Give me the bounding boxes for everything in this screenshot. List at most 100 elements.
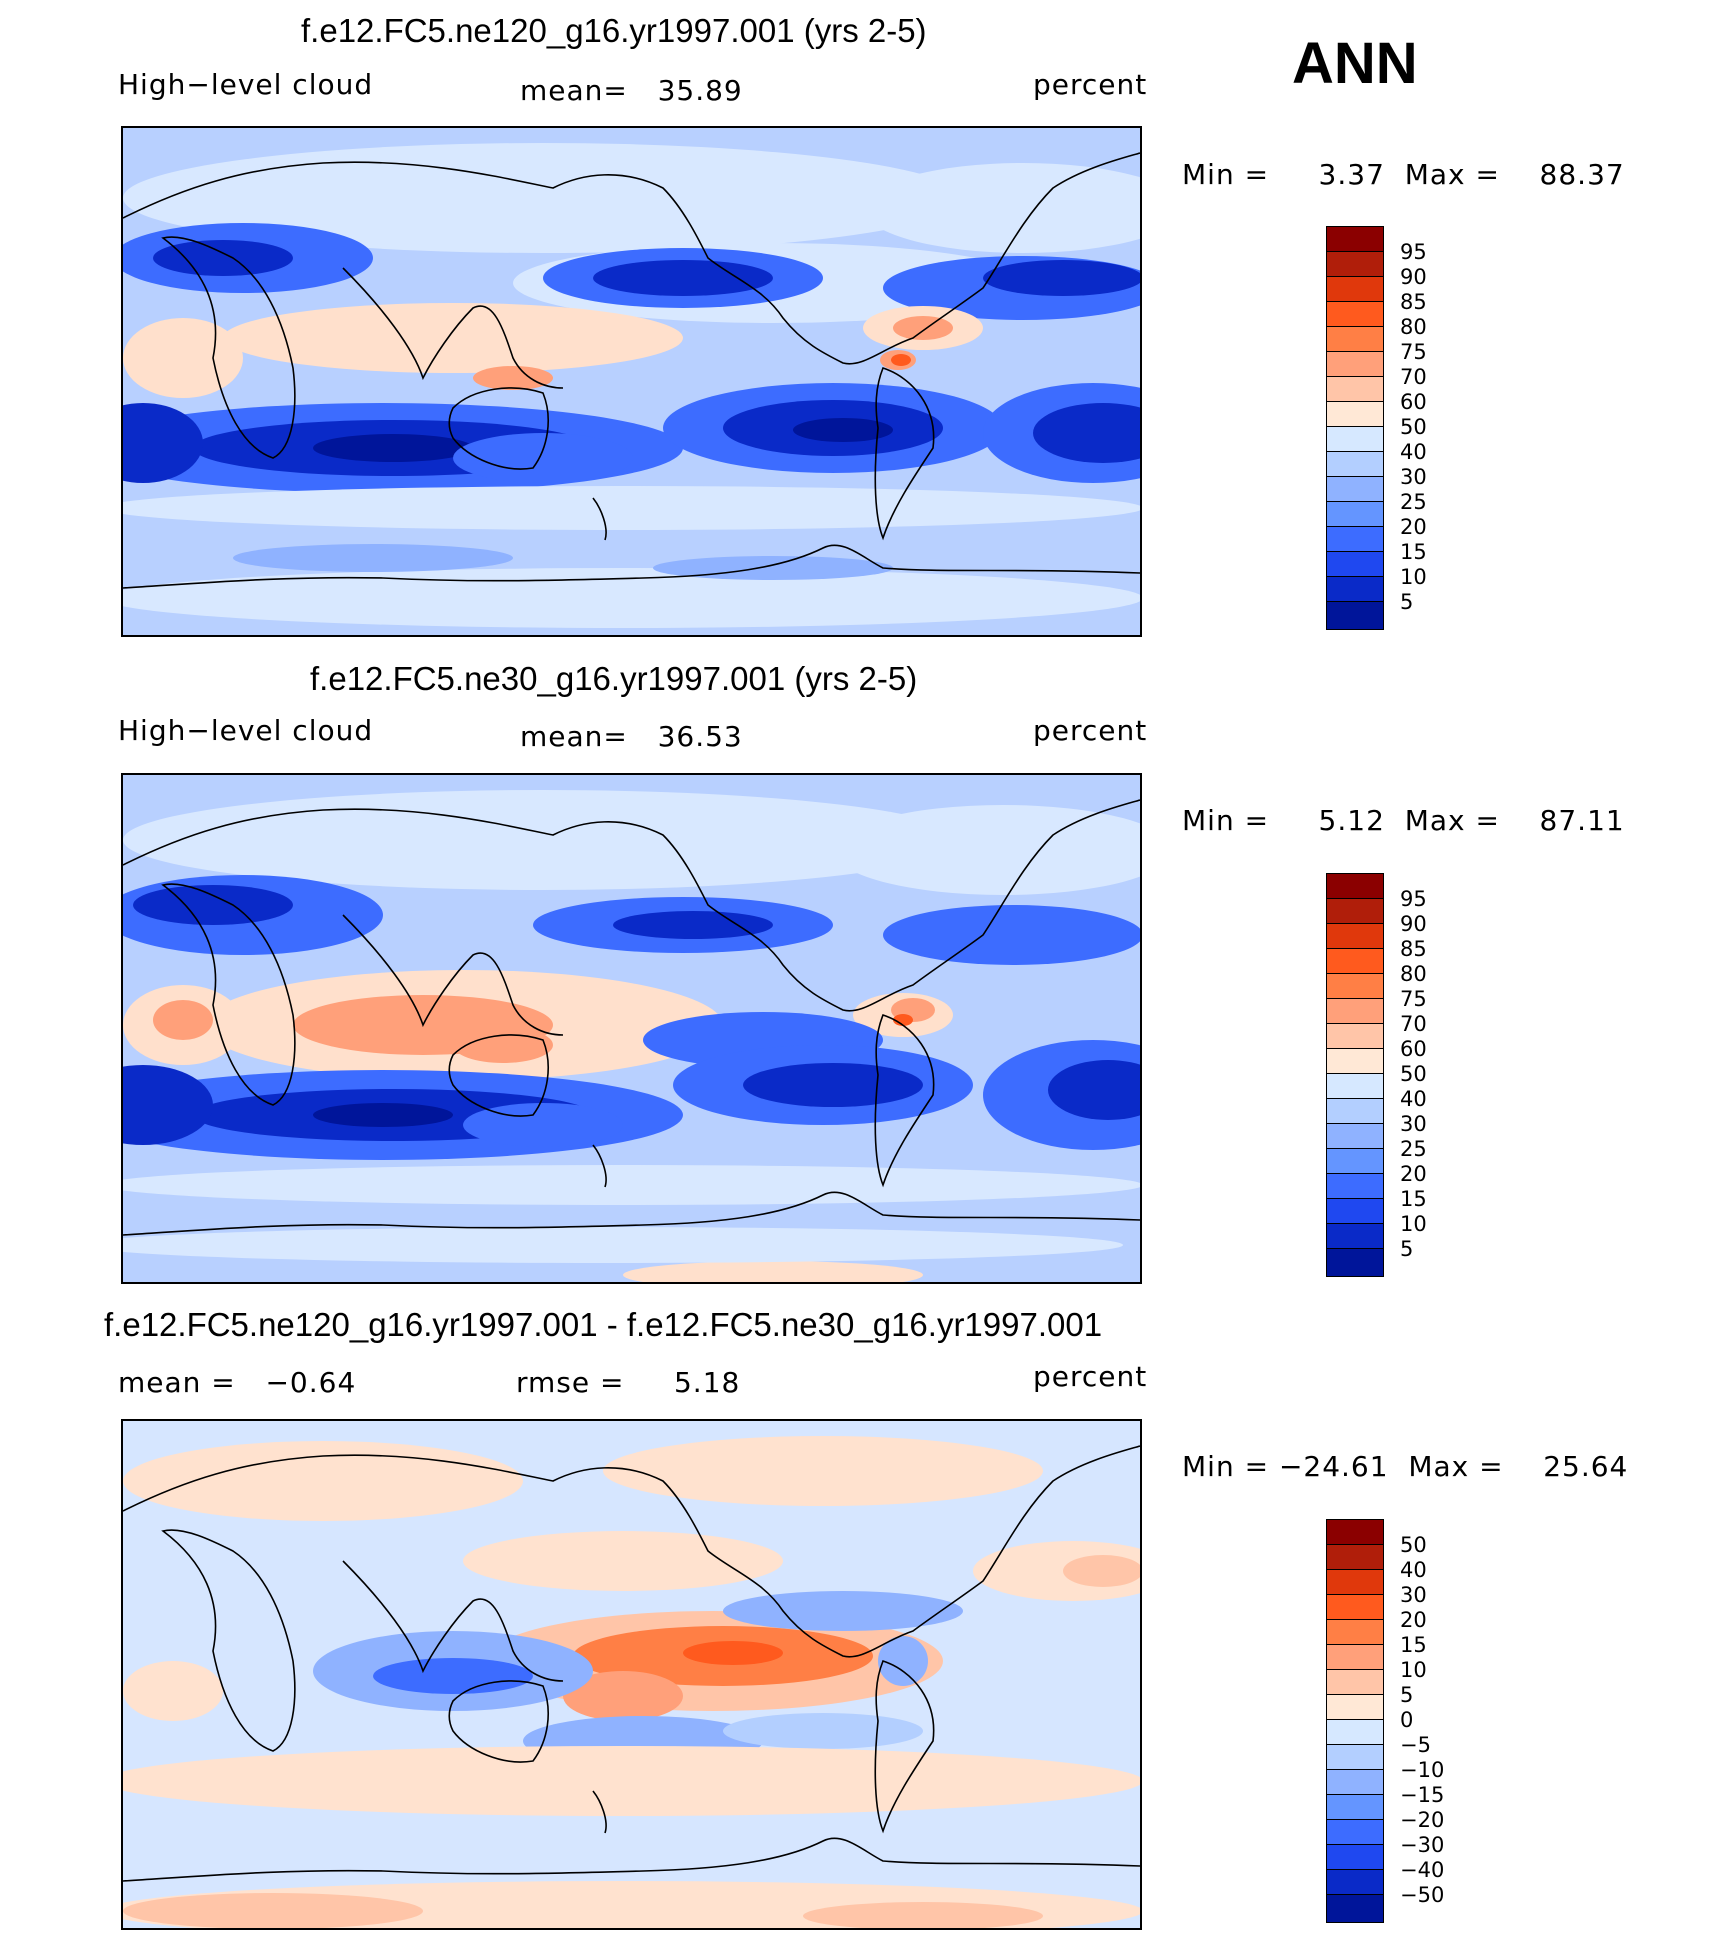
colorbar-tick-label: 5 bbox=[1400, 1237, 1414, 1261]
colorbar-swatch bbox=[1326, 1074, 1384, 1099]
colorbar-swatch bbox=[1326, 1519, 1384, 1545]
colorbar-swatch bbox=[1326, 873, 1384, 899]
colorbar-swatch bbox=[1326, 1820, 1384, 1845]
colorbar-swatch bbox=[1326, 226, 1384, 252]
amazon-peak bbox=[891, 354, 911, 366]
colorbar-tick-label: 95 bbox=[1400, 887, 1427, 911]
colorbar-tick-label: −20 bbox=[1400, 1808, 1445, 1832]
colorbar-tick-label: 10 bbox=[1400, 1212, 1427, 1236]
colorbar-tick-label: 70 bbox=[1400, 365, 1427, 389]
colorbar-swatch bbox=[1326, 899, 1384, 924]
colorbar-tick-label: 60 bbox=[1400, 1037, 1427, 1061]
colorbar-swatch bbox=[1326, 1795, 1384, 1820]
panel-2-minmax: Min = 5.12 Max = 87.11 bbox=[1182, 804, 1625, 837]
coastlines bbox=[123, 152, 1140, 589]
colorbar-tick-label: −5 bbox=[1400, 1733, 1431, 1757]
colorbar-tick-label: 40 bbox=[1400, 440, 1427, 464]
colorbar-swatch bbox=[1326, 502, 1384, 527]
season-label: ANN bbox=[1292, 31, 1418, 96]
colorbar-swatch bbox=[1326, 1249, 1384, 1277]
colorbar-tick-label: 25 bbox=[1400, 490, 1427, 514]
colorbar-swatch bbox=[1326, 1199, 1384, 1224]
colorbar-swatch bbox=[1326, 949, 1384, 974]
colorbar-tick-label: 75 bbox=[1400, 340, 1427, 364]
colorbar-tick-label: 90 bbox=[1400, 265, 1427, 289]
colorbar-tick-label: −15 bbox=[1400, 1783, 1445, 1807]
colorbar-tick-label: 15 bbox=[1400, 1633, 1427, 1657]
colorbar-tick-label: 85 bbox=[1400, 290, 1427, 314]
colorbar-tick-label: 5 bbox=[1400, 1683, 1414, 1707]
colorbar-swatch bbox=[1326, 602, 1384, 630]
panel-2-title: f.e12.FC5.ne30_g16.yr1997.001 (yrs 2-5) bbox=[310, 660, 918, 697]
colorbar-tick-label: 85 bbox=[1400, 937, 1427, 961]
colorbar-swatch bbox=[1326, 552, 1384, 577]
colorbar-tick-label: 40 bbox=[1400, 1087, 1427, 1111]
colorbar-tick-label: −50 bbox=[1400, 1883, 1445, 1907]
colorbar-tick-label: 30 bbox=[1400, 465, 1427, 489]
panel-3-map bbox=[121, 1419, 1142, 1930]
panel-3-mean-label: mean = −0.64 bbox=[118, 1366, 357, 1399]
colorbar-tick-label: 15 bbox=[1400, 1187, 1427, 1211]
colorbar-swatch bbox=[1326, 974, 1384, 999]
colorbar-tick-label: 40 bbox=[1400, 1558, 1427, 1582]
panel-1-variable-label: High−level cloud bbox=[118, 68, 374, 101]
colorbar-swatch bbox=[1326, 277, 1384, 302]
southern-ocean-light bbox=[123, 486, 1140, 530]
colorbar-swatch bbox=[1326, 1720, 1384, 1745]
colorbar-swatch bbox=[1326, 1895, 1384, 1923]
colorbar-tick-label: 5 bbox=[1400, 590, 1414, 614]
panel-1-map bbox=[121, 126, 1142, 637]
colorbar-swatch bbox=[1326, 452, 1384, 477]
colorbar-swatch bbox=[1326, 1645, 1384, 1670]
colorbar-tick-label: 80 bbox=[1400, 962, 1427, 986]
nh-light-band bbox=[123, 143, 963, 253]
itcz-warm bbox=[223, 303, 683, 373]
colorbar-tick-label: 80 bbox=[1400, 315, 1427, 339]
colorbar-swatch bbox=[1326, 252, 1384, 277]
panel-2-mean-label: mean= 36.53 bbox=[520, 720, 743, 753]
colorbar-swatch bbox=[1326, 1224, 1384, 1249]
panel-1-minmax: Min = 3.37 Max = 88.37 bbox=[1182, 158, 1625, 191]
colorbar-swatch bbox=[1326, 1870, 1384, 1895]
colorbar-swatch bbox=[1326, 477, 1384, 502]
panel-2-map bbox=[121, 773, 1142, 1284]
colorbar-tick-label: 20 bbox=[1400, 515, 1427, 539]
colorbar-tick-label: −30 bbox=[1400, 1833, 1445, 1857]
colorbar-tick-label: −10 bbox=[1400, 1758, 1445, 1782]
panel-1-mean-label: mean= 35.89 bbox=[520, 74, 743, 107]
colorbar-swatch bbox=[1326, 1595, 1384, 1620]
colorbar-swatch bbox=[1326, 377, 1384, 402]
colorbar-tick-label: 50 bbox=[1400, 1533, 1427, 1557]
colorbar-swatch bbox=[1326, 577, 1384, 602]
colorbar-tick-label: 30 bbox=[1400, 1112, 1427, 1136]
colorbar-swatch bbox=[1326, 1124, 1384, 1149]
colorbar-swatch bbox=[1326, 1670, 1384, 1695]
colorbar-swatch bbox=[1326, 1770, 1384, 1795]
colorbar-tick-label: 50 bbox=[1400, 415, 1427, 439]
colorbar-tick-label: 30 bbox=[1400, 1583, 1427, 1607]
colorbar-swatch bbox=[1326, 1174, 1384, 1199]
colorbar-tick-label: 75 bbox=[1400, 987, 1427, 1011]
colorbar-swatch bbox=[1326, 1049, 1384, 1074]
panel-3-title: f.e12.FC5.ne120_g16.yr1997.001 - f.e12.F… bbox=[104, 1306, 1103, 1343]
panel-3-minmax: Min = −24.61 Max = 25.64 bbox=[1182, 1450, 1629, 1483]
colorbar-tick-label: 20 bbox=[1400, 1608, 1427, 1632]
colorbar-tick-label: 70 bbox=[1400, 1012, 1427, 1036]
panel-3-colorbar bbox=[1326, 1519, 1384, 1923]
colorbar-tick-label: 15 bbox=[1400, 540, 1427, 564]
colorbar-swatch bbox=[1326, 402, 1384, 427]
colorbar-tick-label: 0 bbox=[1400, 1708, 1414, 1732]
panel-2-units: percent bbox=[1033, 714, 1148, 747]
colorbar-tick-label: 20 bbox=[1400, 1162, 1427, 1186]
colorbar-tick-label: −40 bbox=[1400, 1858, 1445, 1882]
colorbar-swatch bbox=[1326, 527, 1384, 552]
colorbar-swatch bbox=[1326, 327, 1384, 352]
colorbar-swatch bbox=[1326, 1099, 1384, 1124]
colorbar-tick-label: 95 bbox=[1400, 240, 1427, 264]
colorbar-swatch bbox=[1326, 1570, 1384, 1595]
colorbar-tick-label: 25 bbox=[1400, 1137, 1427, 1161]
colorbar-swatch bbox=[1326, 1620, 1384, 1645]
colorbar-swatch bbox=[1326, 1695, 1384, 1720]
colorbar-tick-label: 10 bbox=[1400, 565, 1427, 589]
panel-1-units: percent bbox=[1033, 68, 1148, 101]
